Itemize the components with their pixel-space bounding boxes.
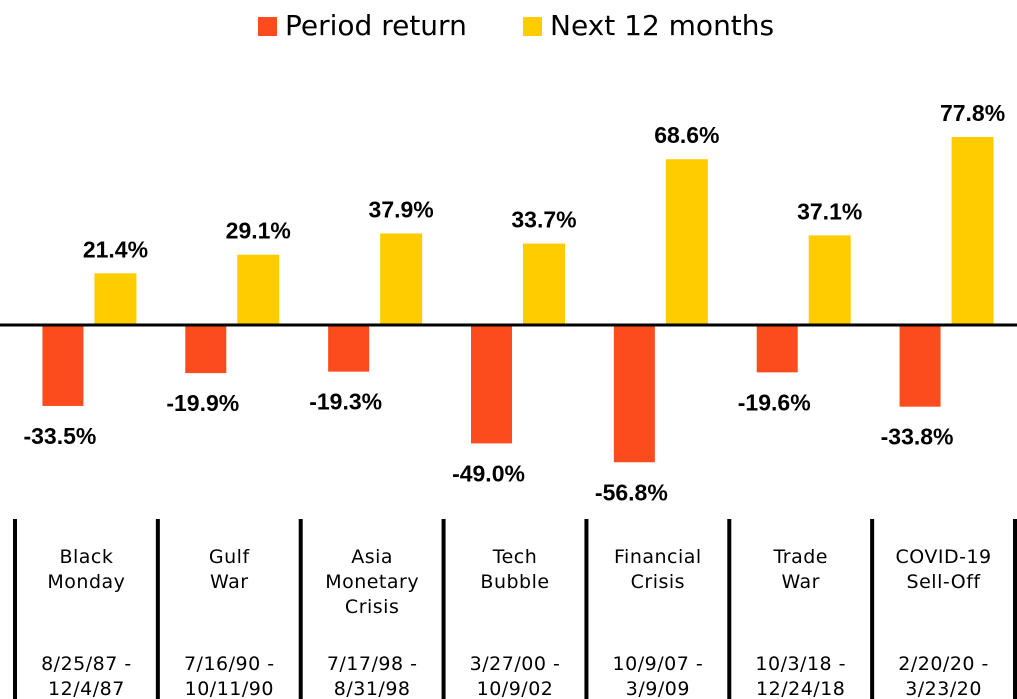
- bar: [665, 159, 708, 325]
- value-label: 33.7%: [511, 207, 576, 233]
- legend-swatch: [258, 17, 277, 36]
- event-name: COVID-19 Sell-Off: [895, 546, 991, 593]
- bar: [808, 235, 851, 325]
- bar: [237, 254, 280, 325]
- bar: [951, 137, 994, 325]
- event-period: 2/20/20 -3/23/20: [898, 653, 989, 699]
- value-label: -19.3%: [309, 389, 382, 415]
- value-label: 68.6%: [654, 122, 719, 148]
- event-period: 7/17/98 -8/31/98: [327, 653, 418, 699]
- event-name: Gulf War: [209, 546, 251, 593]
- bar: [185, 325, 227, 374]
- event-name: Financial Crisis: [614, 546, 702, 593]
- event-period: 8/25/87 -12/4/87: [41, 653, 132, 699]
- value-label: 37.9%: [369, 196, 434, 222]
- value-label: -56.8%: [595, 479, 668, 505]
- bar: [613, 325, 655, 463]
- event-name: Asia Monetary Crisis: [325, 546, 419, 618]
- value-label: -19.6%: [738, 389, 811, 415]
- value-label: 37.1%: [797, 198, 862, 224]
- value-label: -19.9%: [166, 390, 239, 416]
- value-label: 29.1%: [226, 218, 291, 244]
- bar: [42, 325, 84, 406]
- legend-label: Period return: [285, 9, 467, 42]
- value-label: -33.5%: [23, 423, 96, 449]
- value-label: 77.8%: [940, 100, 1005, 126]
- event-period: 10/3/18 -12/24/18: [755, 653, 846, 699]
- bar: [328, 325, 370, 372]
- bar: [471, 325, 512, 444]
- bar: [899, 325, 941, 407]
- event-name: Black Monday: [47, 546, 125, 593]
- value-label: -49.0%: [452, 460, 525, 486]
- value-label: 21.4%: [83, 236, 148, 262]
- bar: [523, 243, 565, 325]
- event-period: 10/9/07 -3/9/09: [613, 653, 704, 699]
- legend-swatch: [523, 17, 542, 36]
- bar: [380, 233, 423, 325]
- event-period: 7/16/90 -10/11/90: [184, 653, 275, 699]
- event-period: 3/27/00 -10/9/02: [470, 653, 561, 699]
- value-label: -33.8%: [881, 424, 954, 450]
- event-name: Tech Bubble: [480, 546, 549, 593]
- bar: [756, 325, 798, 373]
- legend-label: Next 12 months: [550, 9, 774, 42]
- bar: [94, 273, 137, 325]
- event-name: Trade War: [772, 546, 828, 593]
